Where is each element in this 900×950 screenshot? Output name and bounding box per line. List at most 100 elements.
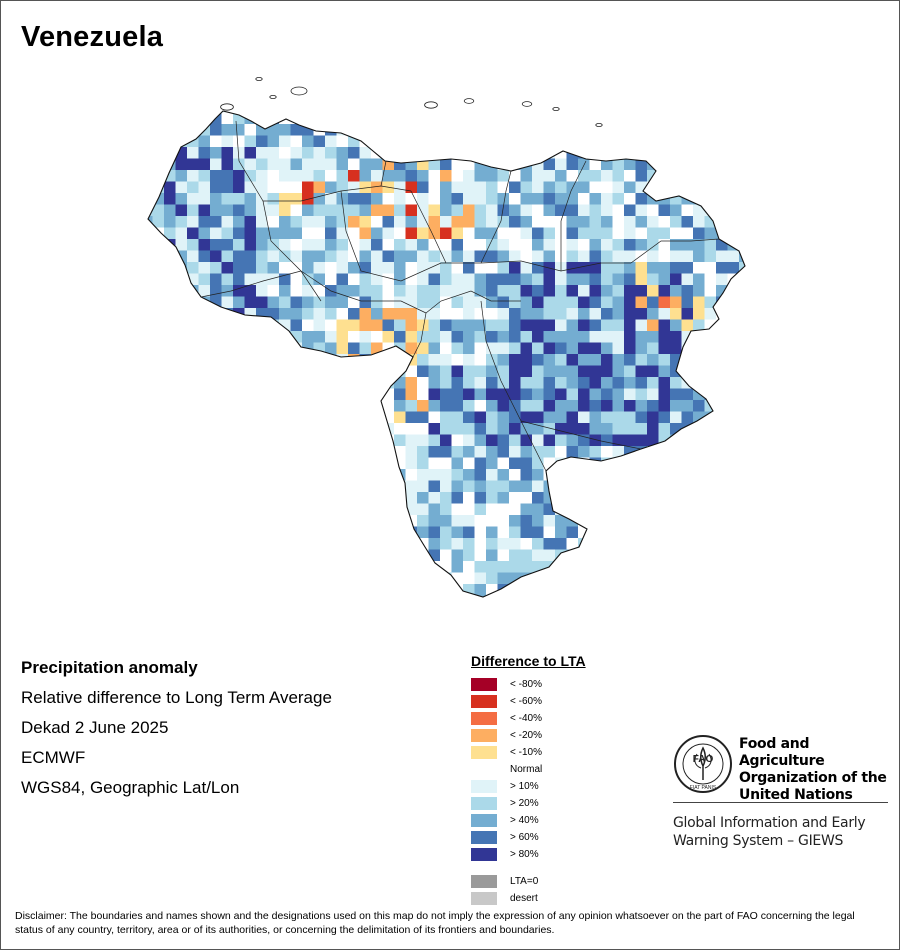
grid-cell: [751, 124, 763, 136]
grid-cell: [739, 480, 745, 493]
grid-cell: [290, 388, 303, 401]
grid-cell: [727, 227, 740, 240]
grid-cell: [520, 273, 533, 286]
grid-cell: [566, 549, 579, 562]
grid-cell: [693, 331, 705, 343]
grid-cell: [233, 515, 245, 527]
grid-cell: [670, 135, 682, 148]
grid-cell: [463, 446, 475, 458]
grid-cell: [290, 561, 303, 573]
grid-cell: [693, 538, 705, 550]
grid-cell: [647, 434, 659, 447]
grid-cell: [751, 216, 763, 228]
grid-cell: [716, 526, 728, 539]
grid-cell: [187, 549, 199, 562]
grid-cell: [509, 342, 521, 355]
info-subtitle: Relative difference to Long Term Average: [21, 688, 332, 707]
grid-cell: [417, 262, 429, 274]
grid-cell: [221, 526, 234, 539]
grid-cell: [612, 273, 625, 286]
grid-cell: [739, 342, 745, 355]
grid-cell: [359, 204, 372, 217]
grid-cell: [566, 319, 579, 332]
grid-cell: [727, 526, 740, 539]
grid-cell: [693, 423, 705, 435]
grid-cell: [647, 503, 659, 516]
grid-cell: [256, 492, 268, 504]
grid-cell: [428, 273, 441, 286]
grid-cell: [727, 457, 740, 470]
grid-cell: [336, 112, 349, 125]
grid-cell: [405, 239, 418, 251]
grid-cell: [394, 112, 406, 125]
grid-cell: [198, 388, 211, 401]
grid-cell: [417, 111, 429, 113]
map-info: Precipitation anomaly Relative differenc…: [21, 657, 441, 807]
grid-cell: [290, 549, 303, 562]
grid-cell: [279, 296, 291, 309]
grid-cell: [751, 435, 763, 447]
grid-cell: [440, 331, 452, 343]
grid-cell: [440, 584, 452, 596]
grid-cell: [394, 515, 406, 527]
grid-cell: [520, 411, 533, 424]
grid-cell: [336, 227, 349, 240]
grid-cell: [256, 354, 268, 366]
grid-cell: [371, 135, 383, 148]
grid-cell: [624, 411, 636, 424]
grid-cell: [394, 158, 406, 171]
grid-cell: [624, 365, 636, 378]
grid-cell: [751, 573, 763, 585]
grid-cell: [382, 365, 395, 378]
grid-cell: [267, 273, 280, 286]
grid-cell: [601, 193, 613, 205]
grid-cell: [463, 193, 475, 205]
grid-cell: [520, 572, 533, 585]
grid-cell: [394, 354, 406, 366]
grid-cell: [727, 400, 740, 412]
grid-cell: [739, 273, 745, 286]
grid-cell: [451, 273, 464, 286]
grid-cell: [624, 538, 636, 550]
grid-cell: [382, 124, 395, 136]
grid-cell: [382, 262, 395, 274]
grid-cell: [693, 561, 705, 573]
grid-cell: [210, 342, 222, 355]
grid-cell: [336, 411, 349, 424]
grid-cell: [451, 112, 464, 125]
grid-cell: [198, 411, 211, 424]
grid-cell: [624, 549, 636, 562]
grid-cell: [474, 457, 487, 470]
grid-cell: [290, 492, 303, 504]
grid-cell: [417, 434, 429, 447]
grid-cell: [520, 457, 533, 470]
grid-cell: [148, 538, 153, 550]
grid-cell: [405, 538, 418, 550]
grid-cell: [302, 400, 314, 412]
grid-cell: [739, 492, 745, 504]
grid-cell: [417, 400, 429, 412]
grid-cell: [704, 561, 717, 573]
grid-cell: [635, 227, 648, 240]
grid-cell: [279, 595, 291, 597]
grid-cell: [325, 216, 337, 228]
grid-cell: [474, 515, 487, 527]
grid-cell: [739, 388, 745, 401]
grid-cell: [152, 365, 165, 378]
grid-cell: [302, 446, 314, 458]
grid-cell: [658, 434, 671, 447]
grid-cell: [532, 584, 544, 596]
grid-cell: [704, 549, 717, 562]
grid-cell: [348, 538, 360, 550]
grid-cell: [635, 170, 648, 182]
grid-cell: [463, 342, 475, 355]
disclaimer: Disclaimer: The boundaries and names sho…: [15, 910, 855, 936]
grid-cell: [704, 538, 717, 550]
grid-cell: [532, 273, 544, 286]
grid-cell: [543, 538, 556, 550]
grid-cell: [670, 216, 682, 228]
grid-cell: [578, 135, 590, 148]
grid-cell: [727, 377, 740, 389]
grid-cell: [578, 377, 590, 389]
grid-cell: [486, 549, 498, 562]
